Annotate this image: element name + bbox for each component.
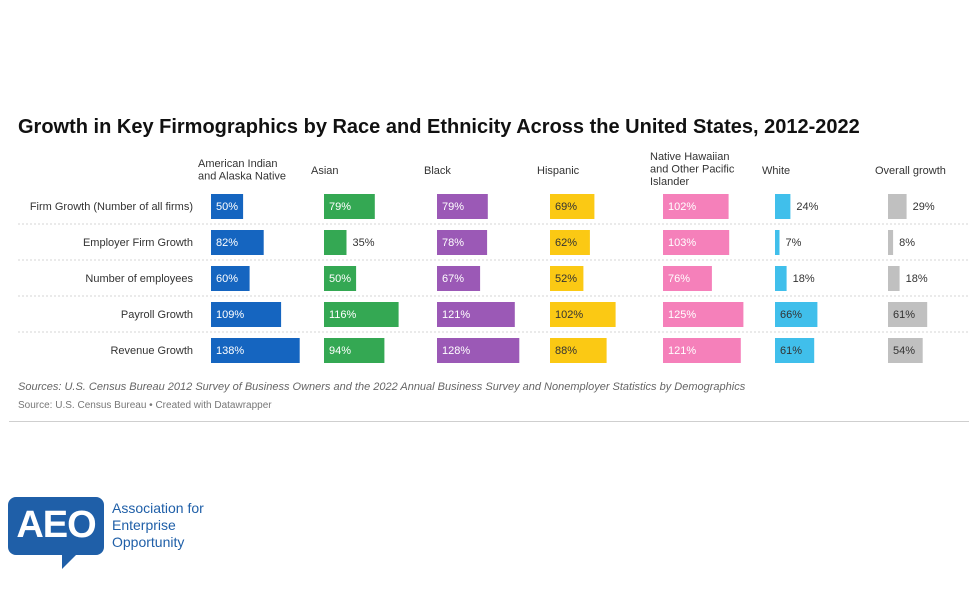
data-label: 121%	[668, 345, 696, 357]
bar	[550, 302, 616, 327]
bar	[888, 230, 894, 255]
data-label: 102%	[668, 201, 696, 213]
row-label: Revenue Growth	[110, 345, 193, 357]
column-header: Black	[424, 165, 451, 177]
bar	[663, 338, 741, 363]
logo-text-line: Opportunity	[112, 534, 185, 550]
chart-title: Growth in Key Firmographics by Race and …	[18, 116, 860, 138]
data-label: 29%	[913, 201, 935, 213]
data-label: 61%	[893, 309, 915, 321]
bar	[775, 194, 791, 219]
bar	[437, 266, 481, 291]
bar	[437, 230, 488, 255]
aeo-logo: AEO Association for Enterprise Opportuni…	[8, 497, 228, 577]
logo-wordmark: Association for Enterprise Opportunity	[112, 500, 204, 551]
data-label: 128%	[442, 345, 470, 357]
bar	[324, 266, 357, 291]
column-header: Overall growth	[875, 165, 946, 177]
data-label: 79%	[329, 201, 351, 213]
bar	[550, 230, 590, 255]
logo-speech-bubble	[8, 497, 104, 555]
data-label: 50%	[216, 201, 238, 213]
data-label: 94%	[329, 345, 351, 357]
row-label: Firm Growth (Number of all firms)	[30, 201, 193, 213]
data-label: 18%	[906, 273, 928, 285]
bar	[663, 266, 712, 291]
data-label: 24%	[796, 201, 818, 213]
data-label: 102%	[555, 309, 583, 321]
bar	[550, 266, 584, 291]
data-label: 116%	[329, 309, 357, 321]
data-label: 76%	[668, 273, 690, 285]
bar	[663, 302, 744, 327]
bar	[888, 194, 907, 219]
data-label: 88%	[555, 345, 577, 357]
data-label: 138%	[216, 345, 244, 357]
bar	[775, 230, 780, 255]
column-header: Hispanic	[537, 165, 580, 177]
data-label: 121%	[442, 309, 470, 321]
data-label: 109%	[216, 309, 244, 321]
bar	[324, 194, 375, 219]
bar	[550, 338, 607, 363]
row-label: Number of employees	[85, 273, 193, 285]
bar	[437, 194, 488, 219]
bar	[211, 266, 250, 291]
data-label: 66%	[780, 309, 802, 321]
logo-speech-tail	[62, 553, 78, 569]
logo-letters: AEO	[16, 504, 96, 546]
bar	[211, 302, 282, 327]
data-label: 54%	[893, 345, 915, 357]
data-label: 35%	[353, 237, 375, 249]
column-header: and Alaska Native	[198, 171, 286, 183]
row-label: Employer Firm Growth	[83, 237, 193, 249]
bar	[211, 338, 300, 363]
bar	[324, 230, 347, 255]
data-label: 78%	[442, 237, 464, 249]
footer-divider	[9, 421, 969, 422]
bar	[663, 194, 729, 219]
logo-text-line: Enterprise	[112, 517, 176, 533]
data-label: 61%	[780, 345, 802, 357]
data-label: 82%	[216, 237, 238, 249]
data-label: 67%	[442, 273, 464, 285]
data-label: 18%	[793, 273, 815, 285]
bar	[211, 194, 244, 219]
data-label: 125%	[668, 309, 696, 321]
bar	[437, 302, 515, 327]
bar	[888, 266, 900, 291]
row-label: Payroll Growth	[121, 309, 193, 321]
logo-text-line: Association for	[112, 500, 204, 516]
bar	[324, 302, 399, 327]
column-header: American Indian	[198, 158, 278, 170]
data-label: 50%	[329, 273, 351, 285]
bar	[775, 302, 818, 327]
data-label: 103%	[668, 237, 696, 249]
data-label: 7%	[786, 237, 802, 249]
bar	[888, 338, 923, 363]
source-credit: Source: U.S. Census Bureau • Created wit…	[18, 400, 272, 411]
data-label: 62%	[555, 237, 577, 249]
column-header: Native Hawaiian	[650, 151, 729, 163]
data-label: 52%	[555, 273, 577, 285]
bar	[663, 230, 730, 255]
bar	[437, 338, 520, 363]
data-label: 8%	[899, 237, 915, 249]
column-header: Asian	[311, 165, 339, 177]
bar	[775, 266, 787, 291]
data-label: 69%	[555, 201, 577, 213]
column-header: White	[762, 165, 790, 177]
sources-note: Sources: U.S. Census Bureau 2012 Survey …	[18, 381, 746, 393]
bar	[324, 338, 385, 363]
bar	[211, 230, 264, 255]
bar	[775, 338, 815, 363]
data-label: 60%	[216, 273, 238, 285]
column-header: Islander	[650, 176, 689, 188]
bar	[888, 302, 928, 327]
data-label: 79%	[442, 201, 464, 213]
column-header: and Other Pacific	[650, 164, 735, 176]
bar	[550, 194, 595, 219]
